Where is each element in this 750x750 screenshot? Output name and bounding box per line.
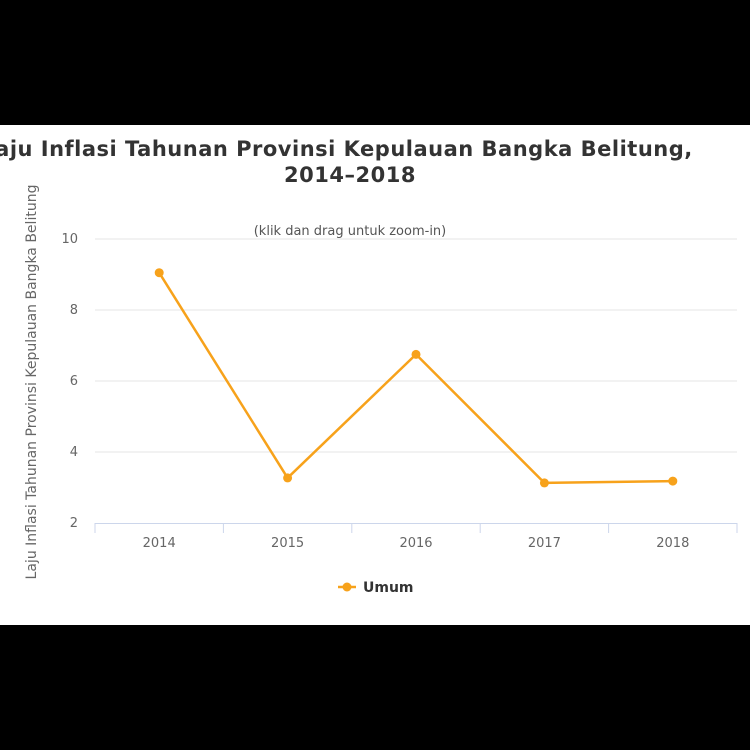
legend[interactable]: Umum	[338, 580, 414, 596]
data-point-2018[interactable]	[668, 476, 678, 486]
data-point-2014[interactable]	[154, 268, 164, 278]
series-umum[interactable]	[154, 268, 678, 488]
series-line-umum[interactable]	[158, 272, 673, 485]
legend-label-umum[interactable]: Umum	[363, 580, 414, 596]
line-chart[interactable]: Laju Inflasi Tahunan Provinsi Kepulauan …	[0, 125, 750, 625]
y-tick-label: 6	[70, 374, 78, 389]
chart-title-line-1: Laju Inflasi Tahunan Provinsi Kepulauan …	[0, 137, 693, 161]
data-point-2016[interactable]	[411, 349, 421, 359]
tick-labels: 2 4 6 8 10 2014 2015 2016 2017 2018	[61, 232, 689, 551]
data-point-2017[interactable]	[539, 478, 549, 488]
x-tick-label: 2018	[656, 536, 689, 551]
x-axis	[94, 523, 738, 533]
y-tick-label: 8	[70, 303, 78, 318]
chart-subtitle: (klik dan drag untuk zoom-in)	[254, 224, 447, 239]
grid-lines	[95, 238, 737, 453]
x-tick-label: 2017	[528, 536, 561, 551]
chart-title-line-2: 2014–2018	[284, 163, 416, 187]
y-tick-label: 4	[70, 445, 78, 460]
y-tick-label: 10	[61, 232, 78, 247]
x-tick-label: 2014	[143, 536, 176, 551]
y-tick-label: 2	[70, 516, 78, 531]
data-point-2015[interactable]	[283, 473, 293, 483]
x-tick-label: 2015	[271, 536, 304, 551]
legend-marker-symbol[interactable]	[342, 582, 352, 592]
y-axis-label: Laju Inflasi Tahunan Provinsi Kepulauan …	[24, 185, 40, 580]
x-tick-label: 2016	[399, 536, 432, 551]
chart-panel: Laju Inflasi Tahunan Provinsi Kepulauan …	[0, 125, 750, 625]
